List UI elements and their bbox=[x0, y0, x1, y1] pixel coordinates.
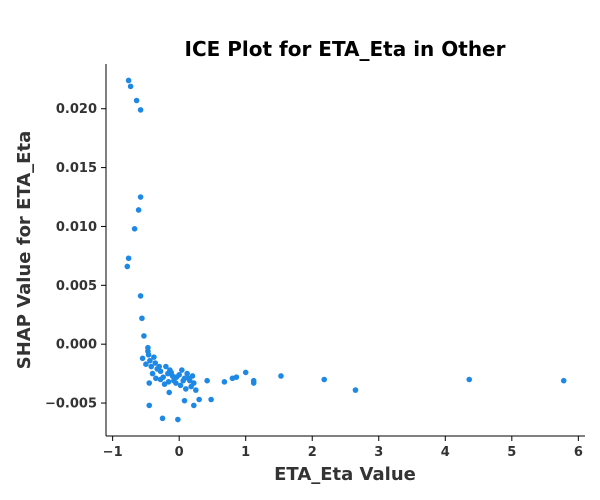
scatter-point bbox=[177, 382, 184, 389]
scatter-point bbox=[137, 293, 144, 299]
scatter-point bbox=[151, 354, 157, 360]
scatter-point bbox=[165, 379, 172, 385]
scatter-point bbox=[242, 369, 249, 376]
scatter-point bbox=[560, 377, 567, 384]
scatter-point bbox=[159, 415, 166, 422]
scatter-point bbox=[250, 380, 257, 386]
scatter-point bbox=[233, 374, 240, 380]
scatter-point bbox=[321, 376, 328, 383]
scatter-point bbox=[149, 370, 156, 377]
y-tick-label: 0.020 bbox=[56, 102, 97, 117]
y-tick-label: 0.005 bbox=[56, 279, 97, 294]
scatter-point bbox=[176, 371, 182, 378]
scatter-point bbox=[196, 396, 202, 403]
scatter-point bbox=[156, 363, 163, 370]
y-tick-label: −0.005 bbox=[45, 397, 97, 412]
scatter-point bbox=[139, 315, 145, 322]
scatter-point bbox=[124, 263, 131, 270]
scatter-point bbox=[157, 368, 164, 375]
x-ticks: −1 0 1 2 3 4 5 6 bbox=[103, 436, 583, 460]
scatter-point bbox=[181, 397, 188, 404]
scatter-point bbox=[179, 367, 185, 373]
x-tick-label: 6 bbox=[574, 445, 583, 460]
x-tick-label: 4 bbox=[441, 445, 450, 460]
x-tick-label: 5 bbox=[507, 445, 516, 460]
scatter-point bbox=[204, 377, 210, 384]
scatter-point bbox=[157, 376, 164, 383]
scatter-point bbox=[185, 375, 192, 382]
scatter-point bbox=[184, 370, 190, 377]
scatter-point bbox=[221, 379, 228, 385]
scatter-point bbox=[135, 207, 142, 213]
x-tick-label: 1 bbox=[241, 445, 250, 460]
scatter-point bbox=[183, 386, 189, 392]
x-tick-label: 3 bbox=[374, 445, 383, 460]
scatter-point bbox=[145, 351, 152, 358]
scatter-point bbox=[163, 363, 169, 370]
scatter-point bbox=[147, 357, 153, 364]
y-tick-label: 0.010 bbox=[56, 220, 97, 235]
axes bbox=[105, 64, 585, 437]
scatter-point bbox=[180, 377, 186, 384]
scatter-point bbox=[141, 333, 147, 339]
scatter-point bbox=[131, 226, 138, 232]
scatter-point bbox=[146, 380, 153, 386]
x-tick-label: 0 bbox=[175, 445, 184, 460]
scatter-point bbox=[169, 373, 176, 379]
scatter-point bbox=[152, 360, 159, 366]
y-axis-label: SHAP Value for ETA_Eta bbox=[14, 131, 35, 369]
scatter-point bbox=[133, 97, 140, 104]
scatter-point bbox=[175, 416, 181, 423]
scatter-point bbox=[137, 194, 144, 200]
scatter-point bbox=[125, 77, 132, 84]
x-tick-label: −1 bbox=[103, 445, 123, 460]
scatter-point bbox=[173, 380, 179, 386]
y-ticks: −0.005 0.000 0.005 0.010 0.015 0.020 bbox=[45, 102, 106, 412]
scatter-point bbox=[352, 387, 359, 393]
scatter-point bbox=[166, 389, 173, 396]
scatter-point bbox=[193, 387, 199, 393]
data-points bbox=[124, 77, 567, 423]
scatter-point bbox=[191, 402, 197, 409]
scatter-point bbox=[148, 363, 155, 370]
chart-title: ICE Plot for ETA_Eta in Other bbox=[185, 37, 506, 61]
scatter-point bbox=[191, 380, 197, 386]
scatter-point bbox=[278, 373, 284, 379]
scatter-point bbox=[127, 83, 134, 90]
scatter-point bbox=[466, 376, 473, 383]
scatter-point bbox=[153, 375, 159, 382]
scatter-point bbox=[125, 255, 132, 262]
x-tick-label: 2 bbox=[308, 445, 317, 460]
scatter-point bbox=[143, 361, 149, 367]
scatter-point bbox=[139, 355, 146, 362]
scatter-point bbox=[208, 396, 214, 403]
scatter-point bbox=[146, 402, 153, 409]
scatter-point bbox=[137, 107, 144, 113]
y-tick-label: 0.000 bbox=[56, 338, 97, 353]
y-tick-label: 0.015 bbox=[56, 161, 97, 176]
x-axis-label: ETA_Eta Value bbox=[274, 464, 416, 485]
